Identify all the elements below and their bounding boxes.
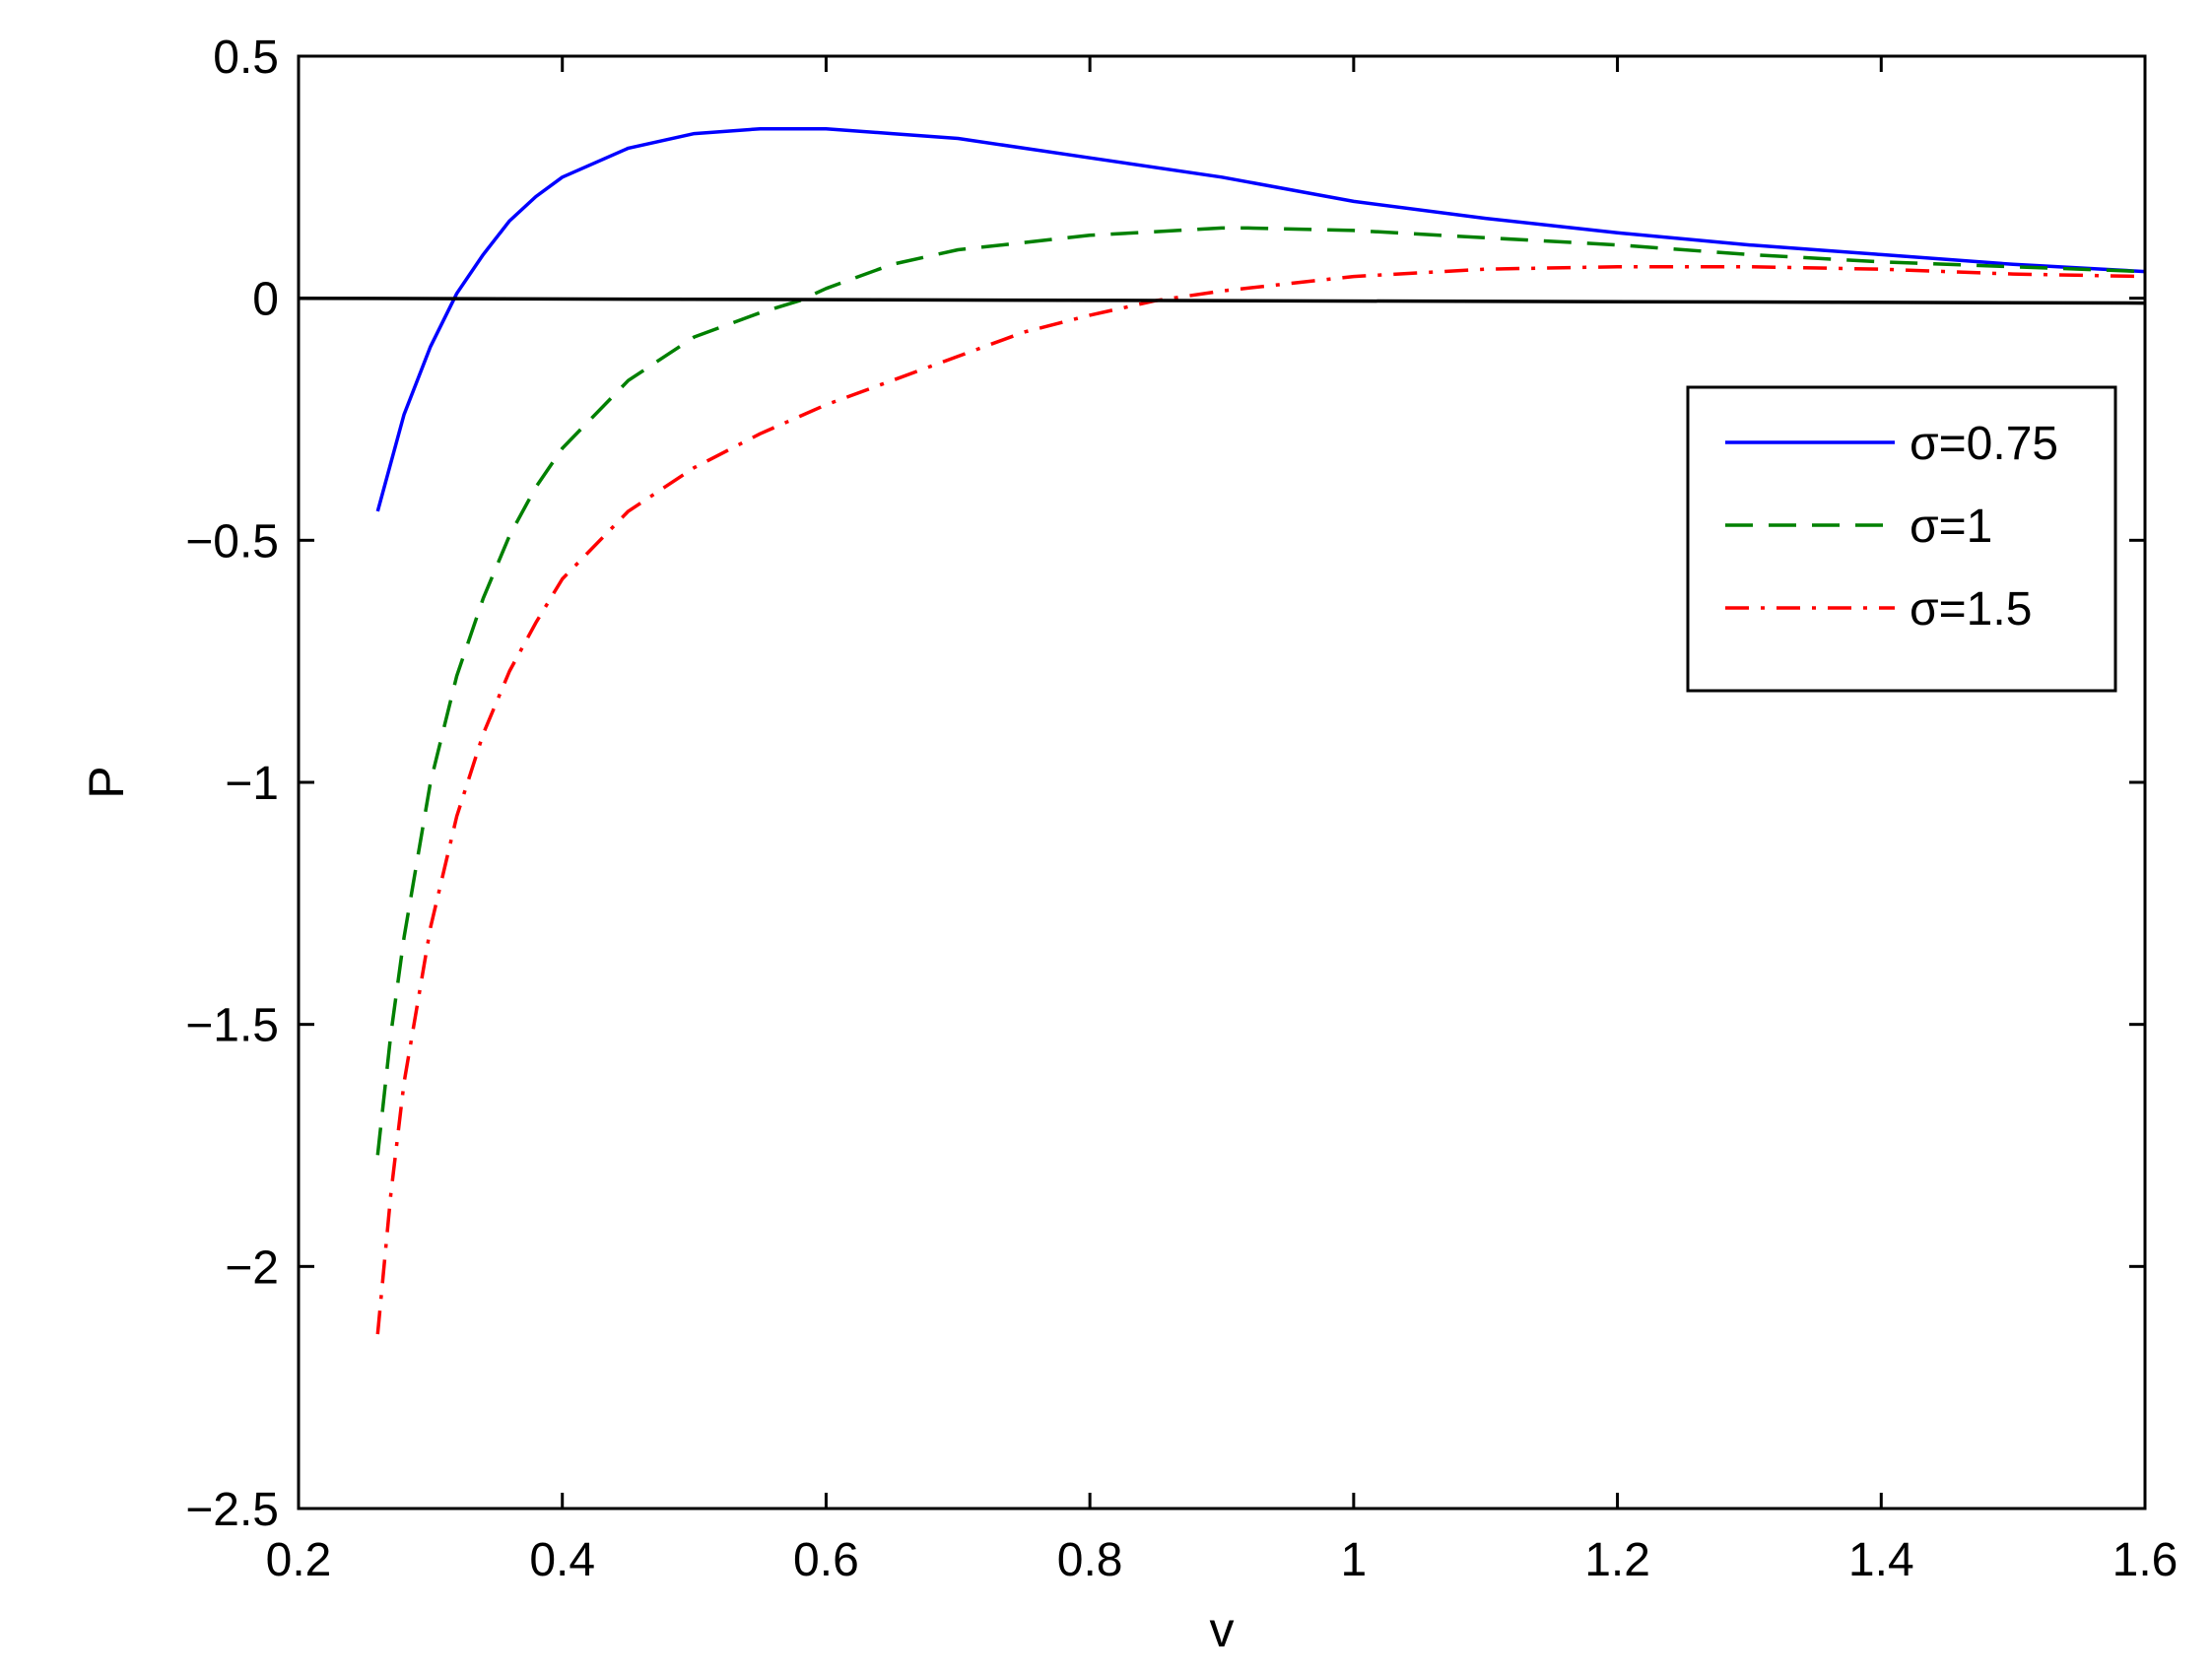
y-tick-label: 0 xyxy=(252,274,279,326)
legend-entry-label: σ=0.75 xyxy=(1910,418,2058,470)
legend-entry-label: σ=1.5 xyxy=(1910,583,2032,636)
x-axis: 0.2 0.4 0.6 0.8 1 1.2 1.4 1.6 xyxy=(266,56,2178,1586)
series-line xyxy=(375,126,2146,512)
y-tick-label: −2 xyxy=(225,1241,279,1294)
y-tick-label: 0.5 xyxy=(213,32,279,84)
x-tick-label: 0.4 xyxy=(529,1534,595,1586)
legend-box xyxy=(1686,385,2117,693)
x-axis-label: v xyxy=(1210,1602,1235,1657)
x-tick-label: 1.2 xyxy=(1584,1534,1650,1586)
legend-entry-label: σ=1 xyxy=(1910,501,1992,553)
x-tick-label: 0.2 xyxy=(266,1534,332,1586)
y-axis-label: P xyxy=(79,766,134,798)
series-line xyxy=(375,264,2146,1335)
x-tick-label: 0.6 xyxy=(793,1534,859,1586)
x-tick-label: 1.4 xyxy=(1848,1534,1914,1586)
series-layer xyxy=(298,126,2146,1335)
legend: σ=0.75 σ=1 σ=1.5 xyxy=(1686,385,2117,693)
y-tick-label: −1 xyxy=(225,758,279,810)
zero-reference-line xyxy=(298,296,2146,305)
y-tick-label: −1.5 xyxy=(185,1000,279,1052)
y-tick-label: −2.5 xyxy=(185,1484,279,1536)
x-tick-label: 1 xyxy=(1341,1534,1368,1586)
plot-frame xyxy=(297,54,2147,1510)
series-line xyxy=(375,226,2146,1156)
y-axis: 0.5 0 −0.5 −1 −1.5 −2 −2.5 xyxy=(185,32,2145,1536)
x-tick-label: 1.6 xyxy=(2112,1534,2178,1586)
x-tick-label: 0.8 xyxy=(1057,1534,1123,1586)
y-tick-label: −0.5 xyxy=(185,515,279,568)
